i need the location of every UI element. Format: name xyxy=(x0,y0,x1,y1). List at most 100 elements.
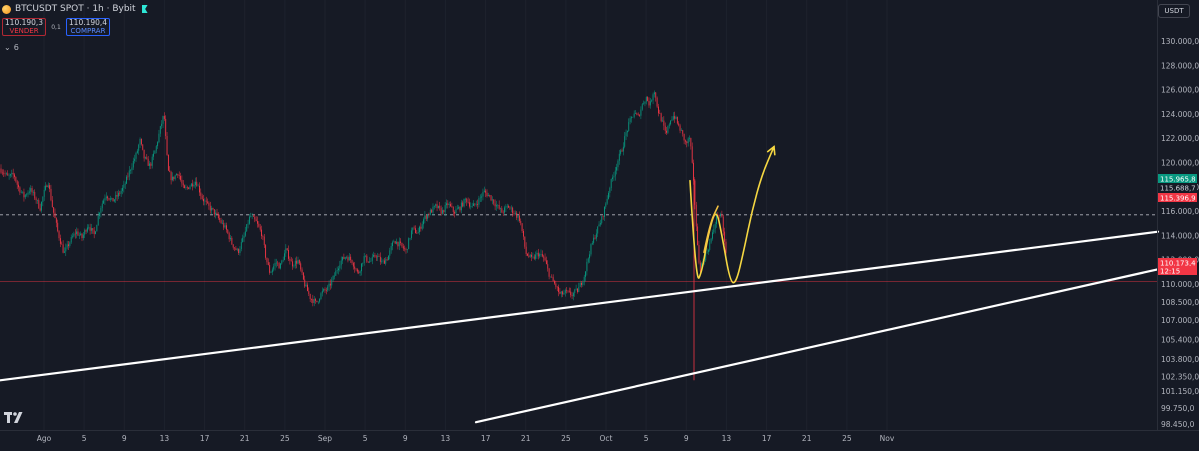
live-flag-icon xyxy=(141,5,148,13)
candle-body xyxy=(30,188,32,192)
candle-body xyxy=(234,247,235,249)
candle-body xyxy=(231,237,233,245)
candle-body xyxy=(679,125,681,131)
annotations[interactable] xyxy=(689,145,776,284)
candle-body xyxy=(400,241,402,243)
candle-body xyxy=(230,237,231,240)
symbol-title[interactable]: BTCUSDT SPOT · 1h · Bybit xyxy=(15,4,136,14)
candle-body xyxy=(226,225,227,230)
currency-button[interactable]: USDT xyxy=(1158,4,1190,18)
candle-body xyxy=(609,188,611,193)
candle-body xyxy=(470,206,472,208)
candle-body xyxy=(658,106,659,114)
candle-body xyxy=(680,130,682,131)
time-tick-label: 5 xyxy=(82,434,87,443)
candle-body xyxy=(378,256,380,257)
projection-stroke[interactable] xyxy=(703,205,719,254)
candle-body xyxy=(583,276,585,283)
candle-body xyxy=(555,283,557,287)
candle-body xyxy=(625,132,627,137)
candle-body xyxy=(84,230,86,235)
candle-body xyxy=(57,222,59,232)
candle-body xyxy=(483,190,485,193)
candle-body xyxy=(558,286,559,292)
candle-body xyxy=(248,216,250,224)
candle-body xyxy=(176,174,177,176)
time-scale[interactable]: Ago 5 9 13 17 21 25 Sep 5 9 13 17 21 25 Oct 5 9 13 17 21 25 N… xyxy=(37,434,895,443)
candle-body xyxy=(667,126,669,133)
candle-body xyxy=(147,158,149,166)
candle-body xyxy=(577,288,578,293)
sell-button[interactable]: 110.190,3 VENDER xyxy=(2,18,46,36)
price-tick-label: 103.800,0 xyxy=(1161,355,1199,364)
candle-body xyxy=(710,238,712,243)
candle-body xyxy=(375,256,377,258)
trendlines[interactable] xyxy=(0,230,1160,424)
candle-body xyxy=(369,261,370,263)
candle-body xyxy=(196,181,198,186)
candle-body xyxy=(510,207,512,209)
candle-body xyxy=(535,254,537,259)
projection-arrow[interactable] xyxy=(689,145,775,284)
candle-body xyxy=(352,262,354,267)
candle-body xyxy=(140,138,142,145)
candle-body xyxy=(367,261,369,263)
candle-body xyxy=(313,299,315,303)
candle-body xyxy=(683,133,685,141)
candle-body xyxy=(431,209,433,213)
candle-body xyxy=(467,202,469,203)
candle-body xyxy=(563,292,565,295)
candle-body xyxy=(254,216,256,220)
candle-body xyxy=(65,247,67,252)
candle-body xyxy=(486,192,488,197)
candle-body xyxy=(12,172,14,175)
candle-body xyxy=(686,141,688,144)
candle-body xyxy=(709,242,711,250)
candle-body xyxy=(433,205,435,207)
candle-body xyxy=(205,200,207,202)
candle-body xyxy=(415,228,416,234)
candle-body xyxy=(616,167,618,171)
candle-body xyxy=(45,185,46,190)
candle-body xyxy=(317,301,319,303)
candle-body xyxy=(509,207,511,209)
candle-body xyxy=(261,229,262,237)
price-scale[interactable]: 130.000,0 128.000,0 126.000,0 124.000,0 122.… xyxy=(1161,37,1199,429)
candle-body xyxy=(678,123,680,126)
price-tick-label: 110.000,0 xyxy=(1161,280,1199,289)
candle-body xyxy=(716,214,717,225)
trendline[interactable] xyxy=(0,230,1160,382)
candle-body xyxy=(66,244,68,248)
candle-body xyxy=(240,242,242,249)
candle-body xyxy=(38,200,40,209)
candle-body xyxy=(27,192,29,195)
buy-button[interactable]: 110.190,4 COMPRAR xyxy=(66,18,110,36)
candle-body xyxy=(194,181,196,186)
candle-body xyxy=(421,224,423,229)
candle-body xyxy=(356,269,358,272)
candle-body xyxy=(217,214,219,219)
candle-body xyxy=(130,170,132,171)
candle-body xyxy=(687,138,689,144)
candle-body xyxy=(327,286,329,291)
candle-body xyxy=(342,256,343,261)
candle-body xyxy=(649,101,651,106)
indicators-toggle[interactable]: ⌄ 6 xyxy=(4,43,19,52)
candle-body xyxy=(111,197,113,199)
candle-body xyxy=(571,295,573,297)
candle-body xyxy=(435,204,437,206)
candle-body xyxy=(706,252,708,253)
candle-body xyxy=(521,223,523,232)
time-tick-label: Oct xyxy=(600,434,613,443)
candle-body xyxy=(604,206,605,217)
candle-body xyxy=(236,249,238,250)
candle-body xyxy=(77,231,79,236)
candle-body xyxy=(566,290,568,291)
time-tick-label: 25 xyxy=(280,434,290,443)
trendline[interactable] xyxy=(474,268,1160,424)
candle-body xyxy=(228,233,230,240)
candle-body xyxy=(460,202,462,211)
candle-body xyxy=(450,204,451,207)
